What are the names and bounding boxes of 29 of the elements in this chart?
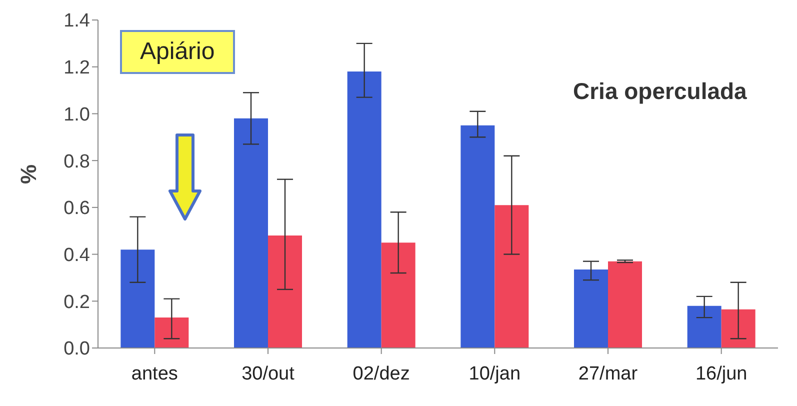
y-tick-label: 0.0: [64, 338, 90, 360]
bar: [687, 306, 722, 348]
bar: [721, 309, 756, 348]
y-tick-label: 0.4: [64, 245, 90, 266]
bar: [494, 205, 529, 348]
annotation: Cria operculada: [573, 78, 747, 105]
bar: [460, 125, 495, 348]
bar: [608, 261, 642, 348]
y-tick-label: 1.0: [64, 104, 90, 126]
y-tick-label: 0.2: [64, 292, 90, 313]
x-tick-label: 10/jan: [468, 363, 521, 384]
x-tick-label: 30/out: [242, 363, 296, 384]
annotation: Apiário: [120, 30, 235, 74]
x-tick-label: 02/dez: [352, 363, 410, 384]
bar: [574, 270, 608, 348]
bar: [268, 236, 302, 348]
bar: [234, 118, 268, 348]
bar: [154, 318, 189, 348]
y-tick-label: 0.8: [64, 151, 90, 172]
x-tick-label: 16/jun: [695, 363, 748, 384]
bar: [381, 242, 416, 348]
y-tick-label: 0.6: [64, 198, 90, 220]
x-tick-label: antes: [131, 363, 178, 384]
bar: [347, 72, 382, 348]
y-tick-label: 1.2: [64, 58, 90, 79]
y-axis-title: %: [16, 164, 41, 184]
x-tick-label: 27/mar: [578, 363, 638, 384]
bar: [120, 250, 155, 348]
y-tick-label: 1.4: [64, 10, 90, 32]
